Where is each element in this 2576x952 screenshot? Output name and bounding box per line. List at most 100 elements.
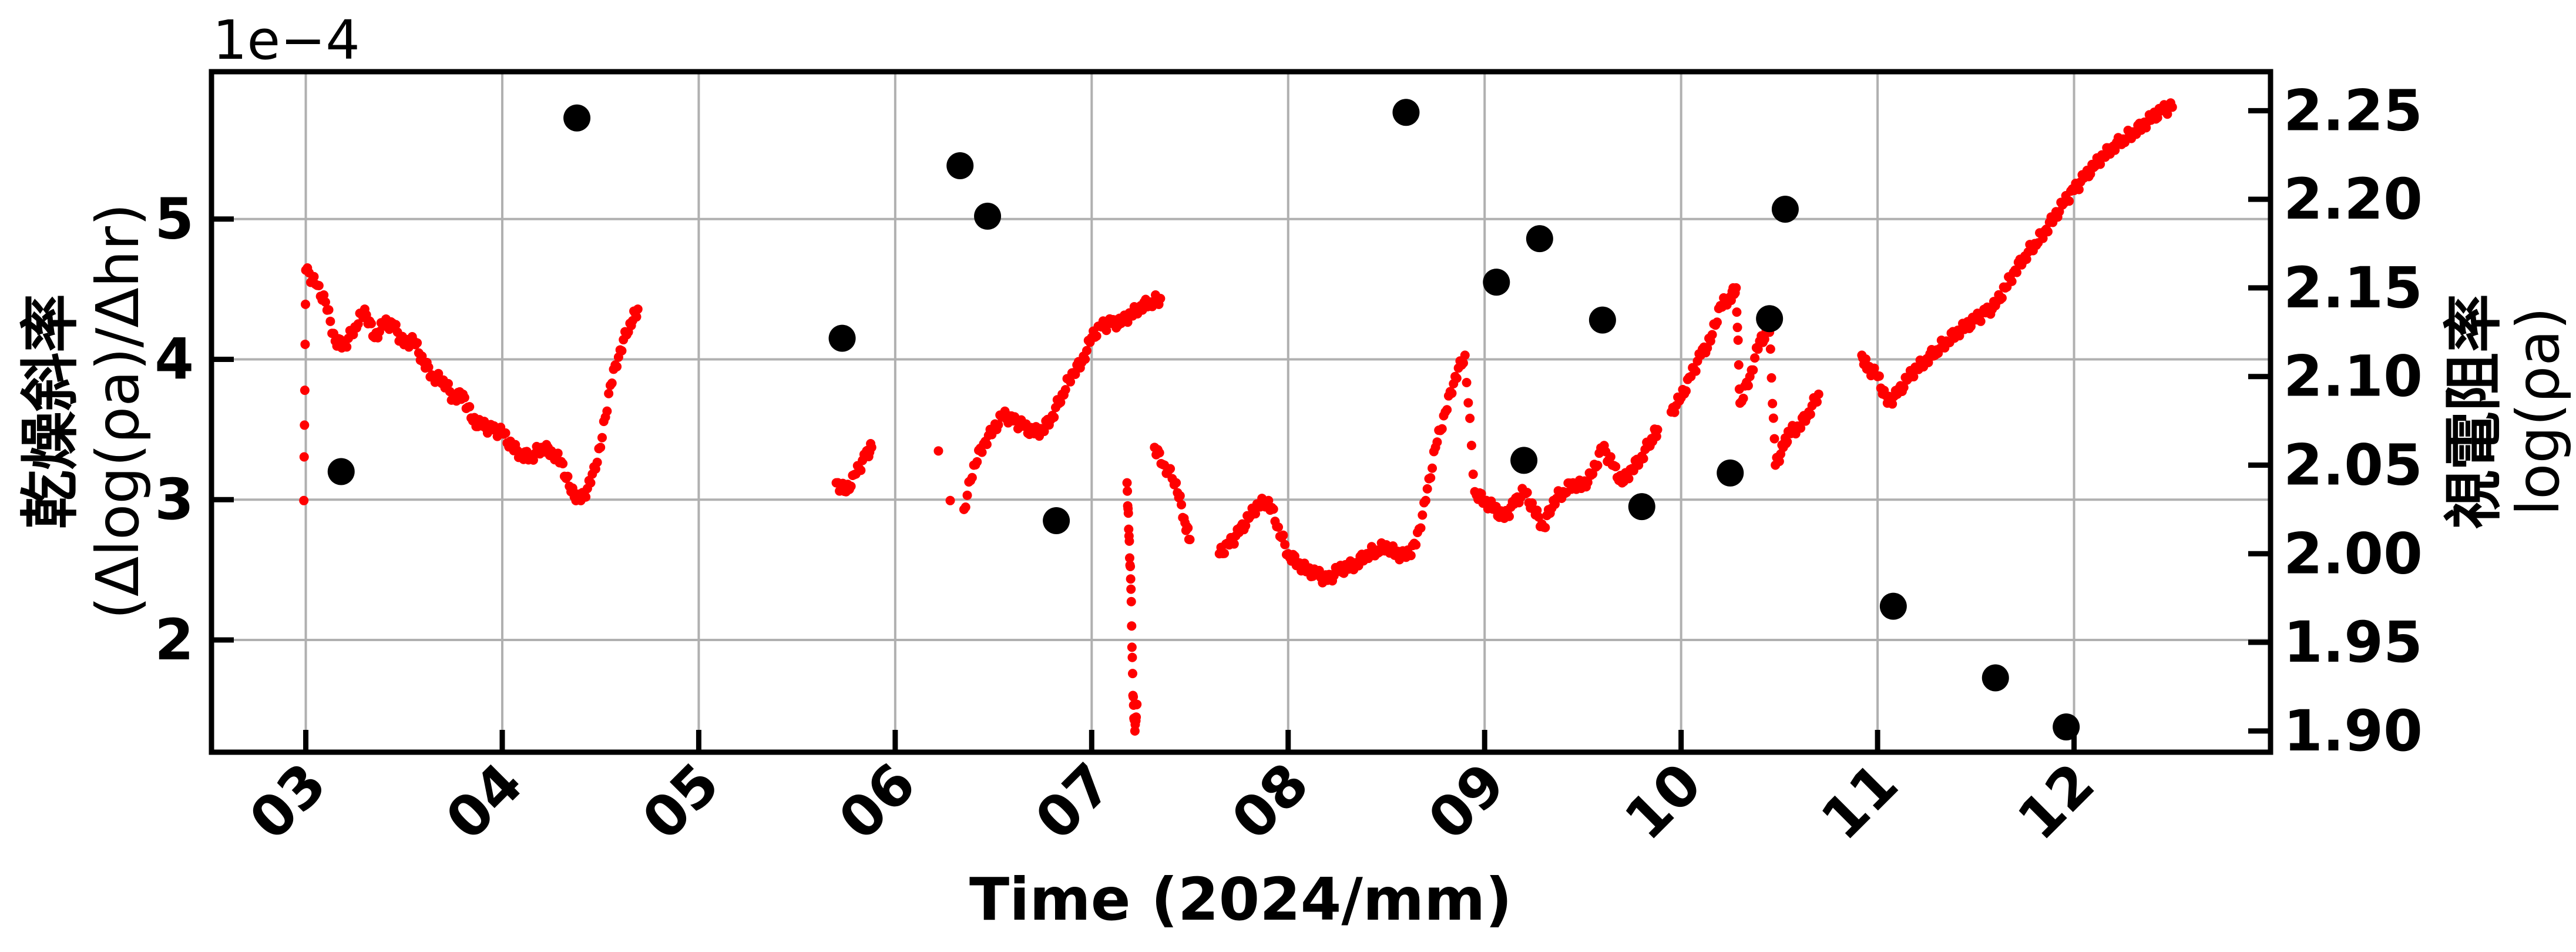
x-tick-label: 06 [826, 750, 928, 853]
resistivity-point [1132, 699, 1142, 709]
resistivity-point [1748, 365, 1758, 375]
left-tick-label: 4 [155, 326, 194, 392]
resistivity-point [2074, 185, 2084, 195]
resistivity-point [1733, 335, 1743, 345]
left-axis-ticks: 2 3 4 5 [155, 186, 234, 673]
resistivity-point [1124, 553, 1134, 563]
resistivity-point [412, 338, 422, 348]
right-tick-label: 1.90 [2283, 698, 2423, 764]
resistivity-point [962, 490, 972, 500]
resistivity-point [2012, 267, 2022, 277]
resistivity-point [960, 502, 970, 512]
drying-slope-point [1879, 592, 1907, 620]
drying-slope-point [974, 202, 1002, 230]
resistivity-point [2162, 109, 2172, 119]
resistivity-point [1452, 373, 1462, 383]
resistivity-point [1447, 388, 1457, 398]
resistivity-point [1738, 393, 1748, 403]
resistivity-point [1466, 440, 1476, 450]
resistivity-point [342, 342, 352, 352]
x-axis-title: Time (2024/mm) [969, 865, 1512, 934]
resistivity-point [1782, 437, 1792, 447]
resistivity-point [1522, 488, 1532, 498]
resistivity-point [1768, 413, 1778, 423]
resistivity-point [1060, 385, 1070, 395]
resistivity-point [581, 492, 591, 502]
resistivity-point [1611, 462, 1621, 472]
drying-slope-point [327, 458, 355, 485]
resistivity-point [1156, 294, 1166, 303]
resistivity-point [424, 362, 434, 372]
drying-slope-point [1483, 269, 1510, 296]
resistivity-point [1712, 317, 1722, 327]
resistivity-point [300, 339, 310, 349]
resistivity-point [846, 481, 856, 491]
resistivity-point [1583, 477, 1593, 487]
series-drying-slope [327, 99, 2080, 741]
resistivity-point [1264, 495, 1274, 505]
resistivity-point [1123, 508, 1133, 518]
resistivity-point [602, 406, 612, 416]
resistivity-point [1183, 523, 1193, 533]
resistivity-point [1966, 321, 1976, 331]
resistivity-point [586, 478, 596, 488]
plot-frame [209, 69, 2273, 755]
resistivity-point [1406, 551, 1416, 561]
right-tick-label: 2.25 [2283, 78, 2423, 143]
resistivity-point [353, 319, 363, 329]
resistivity-point [1229, 539, 1239, 549]
resistivity-point [1411, 540, 1421, 550]
resistivity-point [1278, 530, 1288, 540]
resistivity-point [977, 447, 987, 457]
resistivity-point [856, 465, 866, 475]
resistivity-point [459, 393, 469, 403]
resistivity-point [1768, 398, 1778, 408]
resistivity-point [982, 440, 992, 450]
resistivity-point [604, 388, 614, 398]
resistivity-point [1280, 539, 1290, 549]
resistivity-point [1681, 386, 1691, 396]
resistivity-point [2021, 254, 2031, 264]
resistivity-point [1734, 360, 1744, 370]
resistivity-point [1707, 330, 1717, 340]
right-axis-ticks: 1.90 1.95 2.00 2.05 2.10 2.15 2.20 2.25 [2248, 78, 2423, 764]
resistivity-point [592, 457, 602, 467]
resistivity-point [1624, 474, 1634, 484]
resistivity-point [1422, 484, 1432, 494]
drying-slope-point [1981, 664, 2009, 692]
resistivity-point [314, 280, 324, 290]
resistivity-point [1874, 371, 1884, 381]
resistivity-point [1458, 358, 1468, 368]
x-axis-ticks: 03 04 05 06 07 08 09 10 11 12 [237, 730, 2107, 853]
series-apparent-resistivity [299, 98, 2177, 736]
resistivity-point [1766, 373, 1776, 383]
resistivity-point [1039, 427, 1049, 437]
resistivity-point [1220, 548, 1230, 558]
left-tick-label: 3 [155, 467, 194, 532]
resistivity-point [1769, 434, 1779, 444]
resistivity-point [1126, 584, 1136, 594]
resistivity-point [1241, 521, 1251, 531]
resistivity-point [967, 472, 977, 482]
right-axis-title-line1: 視電阻率 [2439, 294, 2508, 529]
resistivity-point [324, 305, 334, 315]
resistivity-point [1861, 354, 1871, 364]
resistivity-point [1123, 486, 1133, 496]
resistivity-point [596, 443, 606, 452]
resistivity-point [1251, 509, 1261, 519]
resistivity-point [300, 420, 310, 430]
resistivity-point [1732, 307, 1742, 317]
resistivity-point [1268, 504, 1278, 514]
resistivity-point [1805, 410, 1815, 420]
resistivity-point [2167, 102, 2177, 112]
resistivity-point [2095, 159, 2105, 169]
resistivity-point [1606, 452, 1616, 462]
x-tick-label: 03 [237, 750, 339, 853]
resistivity-point [553, 448, 563, 458]
resistivity-point [1588, 469, 1598, 479]
resistivity-point [1750, 353, 1760, 363]
resistivity-point [1080, 354, 1090, 364]
x-tick-label: 04 [434, 750, 536, 853]
resistivity-point [1131, 712, 1141, 722]
